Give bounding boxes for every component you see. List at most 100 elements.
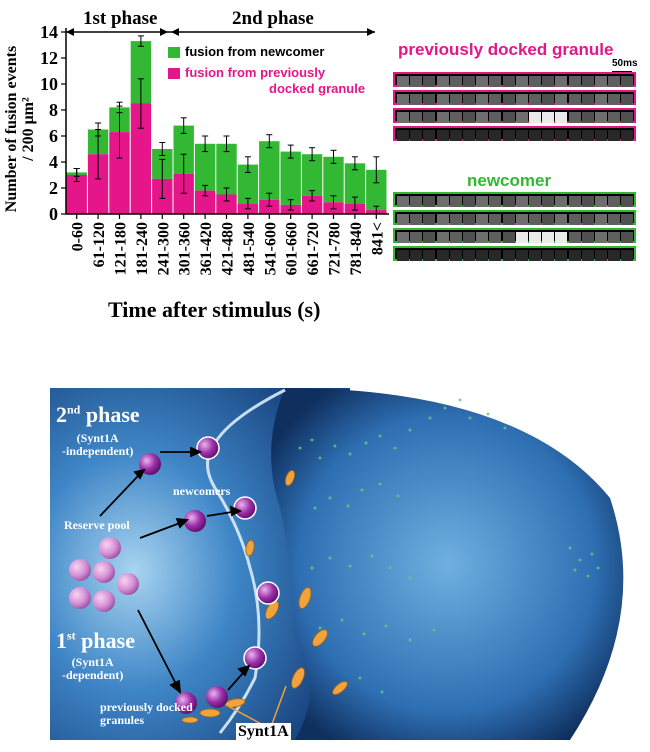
y-tick-label: 12 [40,48,58,68]
image-frame [502,112,515,123]
x-tick-label: 361-420 [198,222,215,275]
image-frame [621,196,634,207]
image-frame [449,76,462,87]
bar-docked [66,175,87,214]
y-tick-label: 0 [49,204,58,224]
illustration-graphic [50,388,640,740]
x-tick-label: 541-600 [262,222,279,275]
image-frame [489,214,502,225]
bar-newcomer [194,143,216,191]
y-tick-label: 6 [49,126,58,146]
image-frame [542,112,555,123]
y-axis-label-line1: Number of fusion events [3,45,20,213]
image-frame [581,76,594,87]
x-tick-label: 0-60 [70,222,87,251]
image-frame [397,94,409,105]
phase2-sub2: -independent) [62,444,134,458]
phase1-sup: st [67,628,76,643]
image-frame [397,196,409,207]
image-frame [449,94,462,105]
image-frame [502,214,515,225]
image-frame [595,196,607,207]
image-frame [515,196,528,207]
image-frame [476,130,489,141]
image-frame [397,76,409,87]
image-frame [595,130,607,141]
newcomer-panel-title: newcomer [467,171,552,190]
image-frame [489,250,502,261]
image-frame [410,76,423,87]
synt1a-label: Synt1A [236,723,291,741]
x-tick-label: 721-780 [327,222,344,275]
bar-newcomer [130,41,152,104]
image-frame [555,76,568,87]
x-tick-label: 301-360 [177,222,194,275]
image-frame [555,214,568,225]
image-frame [608,196,621,207]
image-frame [436,130,449,141]
bar-newcomer [301,154,323,196]
image-frame [515,214,528,225]
image-frame [608,214,621,225]
image-strip [393,192,636,207]
legend-text-docked-2: docked granule [269,81,366,96]
image-frame [476,94,489,105]
image-frame [423,130,436,141]
docked-granules-label: previously docked granules [100,701,193,727]
image-strip [393,126,636,141]
docked-label-line2: granules [100,713,145,727]
image-frame [436,232,449,243]
docked-label-line1: previously docked [100,700,193,714]
image-frame [410,130,423,141]
image-frame [568,232,581,243]
phase1-sub2: -dependent) [62,668,124,682]
reserve-pool-label: Reserve pool [64,518,130,532]
image-frame [595,232,607,243]
image-frame [410,232,423,243]
image-frame [608,94,621,105]
image-frame [397,130,409,141]
legend-swatch-newcomer [168,47,180,58]
image-frame [423,112,436,123]
image-frame [542,214,555,225]
image-frame [489,112,502,123]
phase1-label: 1st phase [83,8,158,29]
image-frame [529,112,541,123]
image-frame [608,76,621,87]
image-strip [393,108,636,123]
bar-docked [109,132,130,214]
bar-newcomer [173,125,194,174]
image-frame [608,112,621,123]
ticks-layer: 0-60 61-120 121-180 181-240 241-300 301-360 36… [40,22,386,275]
image-frame [489,76,502,87]
image-frame [489,196,502,207]
y-tick-label: 14 [40,22,58,42]
image-strip [393,72,636,87]
bar-docked [173,173,194,214]
image-frame [529,214,541,225]
image-frame [621,76,634,87]
image-frame [489,94,502,105]
image-frame [476,76,489,87]
x-tick-label: 121-180 [113,222,130,275]
image-frame [555,196,568,207]
x-tick-label: 181-240 [134,222,151,275]
image-frame [608,130,621,141]
image-frame [449,130,462,141]
image-frame [423,94,436,105]
bars-layer [66,35,387,215]
phase1-title: 1st phase [56,628,135,654]
bar-docked [194,190,216,214]
newcomers-label: newcomers [173,484,231,498]
image-frame [463,232,475,243]
image-frame [436,76,449,87]
x-tick-label: 61-120 [91,222,108,267]
image-frame [463,130,475,141]
image-frame [397,214,409,225]
image-frame [581,250,594,261]
image-frame [436,94,449,105]
bar-newcomer [280,151,301,205]
y-axis-label-line2: / 200 μm² [20,97,37,161]
image-frame [595,214,607,225]
bar-docked [259,199,280,214]
